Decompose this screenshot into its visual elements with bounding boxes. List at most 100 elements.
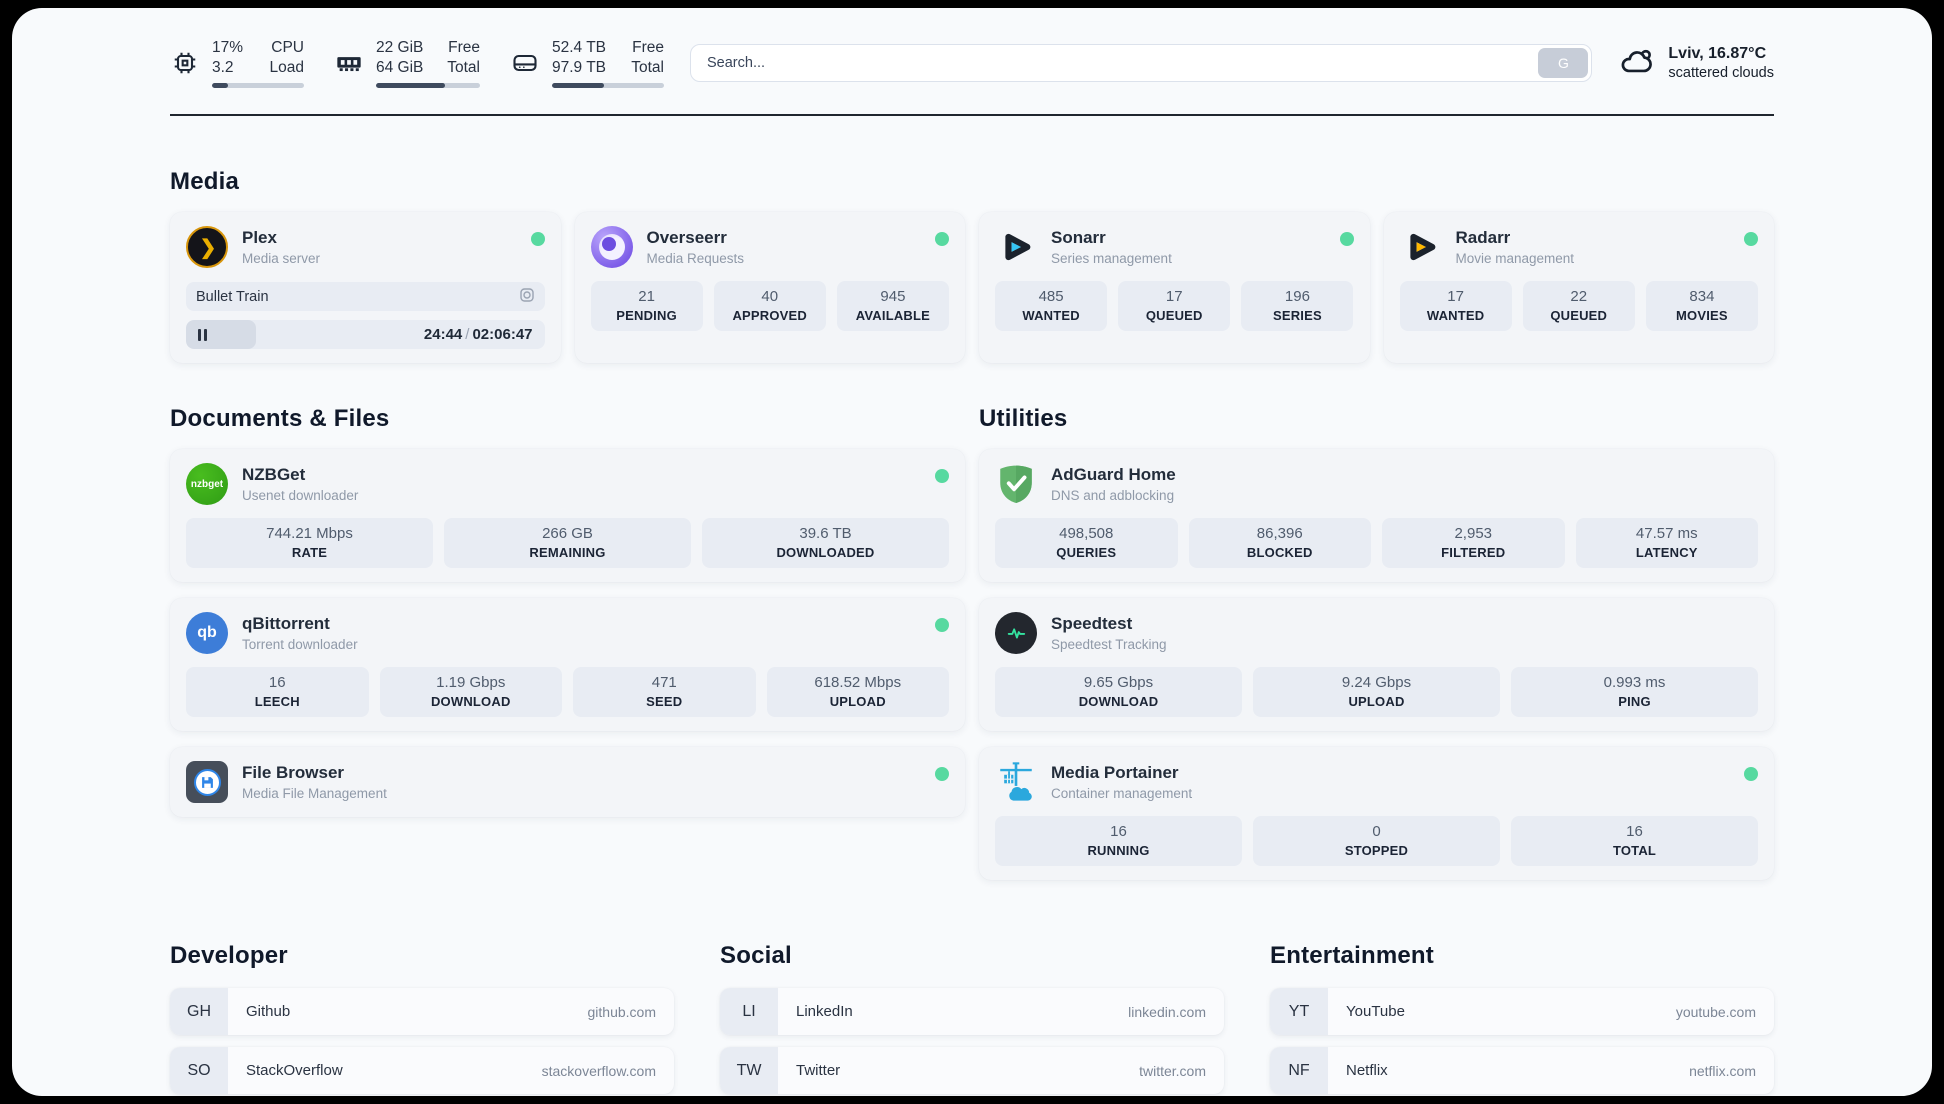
app-card-overseerr[interactable]: Overseerr Media Requests 21 PENDING 40 APP… xyxy=(574,212,965,364)
disk-progress-bar xyxy=(552,83,664,89)
stat-series: 196 SERIES xyxy=(1241,281,1354,332)
stat-approved: 40 APPROVED xyxy=(713,281,826,332)
status-dot xyxy=(530,232,545,247)
status-dot xyxy=(935,469,949,484)
documents-column: Documents & Files nzbget NZBGet Usenet d… xyxy=(170,405,965,818)
stat-queries: 498,508 QUERIES xyxy=(995,518,1178,569)
stat-ping: 0.993 ms PING xyxy=(1511,667,1758,718)
cpu-load: 3.2 xyxy=(212,59,234,77)
bookmark-tag: GH xyxy=(170,988,228,1036)
bookmark-tag: NF xyxy=(1270,1047,1328,1095)
app-card-sonarr[interactable]: Sonarr Series management 485 WANTED 17 QUE… xyxy=(979,212,1370,364)
app-subtitle: Media Requests xyxy=(646,251,745,267)
bookmark-stackoverflow[interactable]: SO StackOverflow stackoverflow.com xyxy=(170,1047,674,1095)
section-title-utilities: Utilities xyxy=(979,405,1068,433)
status-dot xyxy=(935,767,949,782)
stat-download: 1.19 Gbps DOWNLOAD xyxy=(379,667,562,718)
stat-queued: 17 QUEUED xyxy=(1118,281,1231,332)
overseerr-icon xyxy=(590,226,633,269)
cpu-progress-bar xyxy=(212,83,304,89)
app-name: Speedtest xyxy=(1051,614,1133,634)
weather-condition: scattered clouds xyxy=(1668,65,1774,82)
app-subtitle: Speedtest Tracking xyxy=(1051,637,1167,653)
stat-wanted: 485 WANTED xyxy=(995,281,1108,332)
ram-progress-bar xyxy=(376,83,480,89)
disk-label-top: Free xyxy=(632,39,664,56)
stat-seed: 471 SEED xyxy=(573,667,756,718)
app-name: qBittorrent xyxy=(242,614,330,634)
media-player-bar: 24:44/02:06:47 xyxy=(186,320,545,350)
entertainment-section: Entertainment YT YouTube youtube.com NF … xyxy=(1270,942,1774,1096)
app-card-filebrowser[interactable]: File Browser Media File Management xyxy=(170,747,965,818)
stat-download: 9.65 Gbps DOWNLOAD xyxy=(995,667,1242,718)
ram-icon xyxy=(334,48,364,78)
app-name: File Browser xyxy=(242,763,345,783)
section-title-developer: Developer xyxy=(170,942,288,970)
now-playing-row: Bullet Train xyxy=(186,282,545,312)
disk-icon xyxy=(510,48,540,78)
app-subtitle: Torrent downloader xyxy=(242,637,358,653)
search-input[interactable] xyxy=(690,44,1593,83)
app-name: Sonarr xyxy=(1051,228,1106,248)
sonarr-icon xyxy=(995,226,1037,268)
cpu-label-top: CPU xyxy=(271,39,304,56)
search-engine-button[interactable]: G xyxy=(1538,48,1589,79)
app-card-adguard[interactable]: AdGuard Home DNS and adblocking 498,508 Q… xyxy=(979,449,1774,583)
stat-downloaded: 39.6 TB DOWNLOADED xyxy=(702,518,949,569)
section-title-documents: Documents & Files xyxy=(170,405,390,433)
playback-time: 24:44/02:06:47 xyxy=(423,326,533,344)
ram-free: 22 GiB xyxy=(376,39,424,56)
media-card-grid: ❯ Plex Media server Bullet Train 24:44/0 xyxy=(170,212,1774,364)
app-card-speedtest[interactable]: Speedtest Speedtest Tracking 9.65 Gbps DO… xyxy=(979,598,1774,732)
app-subtitle: Movie management xyxy=(1455,251,1575,267)
stat-blocked: 86,396 BLOCKED xyxy=(1188,518,1371,569)
stat-total: 16 TOTAL xyxy=(1511,816,1758,867)
cpu-percent: 17% xyxy=(212,39,244,56)
disk-free: 52.4 TB xyxy=(552,39,607,56)
bookmark-netflix[interactable]: NF Netflix netflix.com xyxy=(1270,1047,1774,1095)
cpu-stat: 17% 3.2 CPU Load xyxy=(170,38,304,89)
stat-queued: 22 QUEUED xyxy=(1522,281,1635,332)
radarr-icon xyxy=(1400,226,1442,268)
stat-available: 945 AVAILABLE xyxy=(836,281,949,332)
system-stats: 17% 3.2 CPU Load 22 GiB 64 GiB Free Total xyxy=(170,38,664,89)
app-name: Media Portainer xyxy=(1051,763,1179,783)
app-card-portainer[interactable]: Media Portainer Container management 16 R… xyxy=(979,747,1774,881)
cpu-label-bottom: Load xyxy=(269,59,304,77)
pause-icon[interactable] xyxy=(198,328,207,341)
ram-stat: 22 GiB 64 GiB Free Total xyxy=(334,38,480,89)
app-name: Overseerr xyxy=(646,228,727,248)
portainer-icon xyxy=(995,761,1037,803)
app-subtitle: Media File Management xyxy=(242,786,387,802)
status-dot xyxy=(935,618,949,633)
status-dot xyxy=(1744,767,1758,782)
app-card-radarr[interactable]: Radarr Movie management 17 WANTED 22 QUEUE… xyxy=(1383,212,1774,364)
ram-label-top: Free xyxy=(448,39,480,56)
stat-running: 16 RUNNING xyxy=(995,816,1242,867)
bookmark-twitter[interactable]: TW Twitter twitter.com xyxy=(720,1047,1224,1095)
dashboard-panel: 17% 3.2 CPU Load 22 GiB 64 GiB Free Total xyxy=(12,8,1932,1096)
section-title-media: Media xyxy=(170,168,240,196)
bookmark-tag: TW xyxy=(720,1047,778,1095)
app-name: Plex xyxy=(242,228,277,248)
app-card-qbittorrent[interactable]: qb qBittorrent Torrent downloader 16 LEEC… xyxy=(170,598,965,732)
app-subtitle: Usenet downloader xyxy=(242,488,359,504)
ram-label-bottom: Total xyxy=(447,59,480,77)
social-section: Social LI LinkedIn linkedin.com TW Twitt… xyxy=(720,942,1224,1096)
stat-latency: 47.57 ms LATENCY xyxy=(1575,518,1758,569)
utilities-column: Utilities AdGuard Home DNS and adblockin… xyxy=(979,405,1774,881)
app-subtitle: DNS and adblocking xyxy=(1051,488,1175,504)
bookmark-linkedin[interactable]: LI LinkedIn linkedin.com xyxy=(720,988,1224,1036)
stat-wanted: 17 WANTED xyxy=(1399,281,1512,332)
stat-stopped: 0 STOPPED xyxy=(1253,816,1500,867)
search-bar: G xyxy=(690,44,1593,83)
stat-pending: 21 PENDING xyxy=(590,281,703,332)
app-name: NZBGet xyxy=(242,465,306,485)
status-dot xyxy=(1744,232,1758,247)
developer-section: Developer GH Github github.com SO StackO… xyxy=(170,942,674,1096)
bookmark-youtube[interactable]: YT YouTube youtube.com xyxy=(1270,988,1774,1036)
app-card-plex[interactable]: ❯ Plex Media server Bullet Train 24:44/0 xyxy=(170,212,561,364)
bookmark-github[interactable]: GH Github github.com xyxy=(170,988,674,1036)
bookmark-tag: YT xyxy=(1270,988,1328,1036)
app-card-nzbget[interactable]: nzbget NZBGet Usenet downloader 744.21 M… xyxy=(170,449,965,583)
